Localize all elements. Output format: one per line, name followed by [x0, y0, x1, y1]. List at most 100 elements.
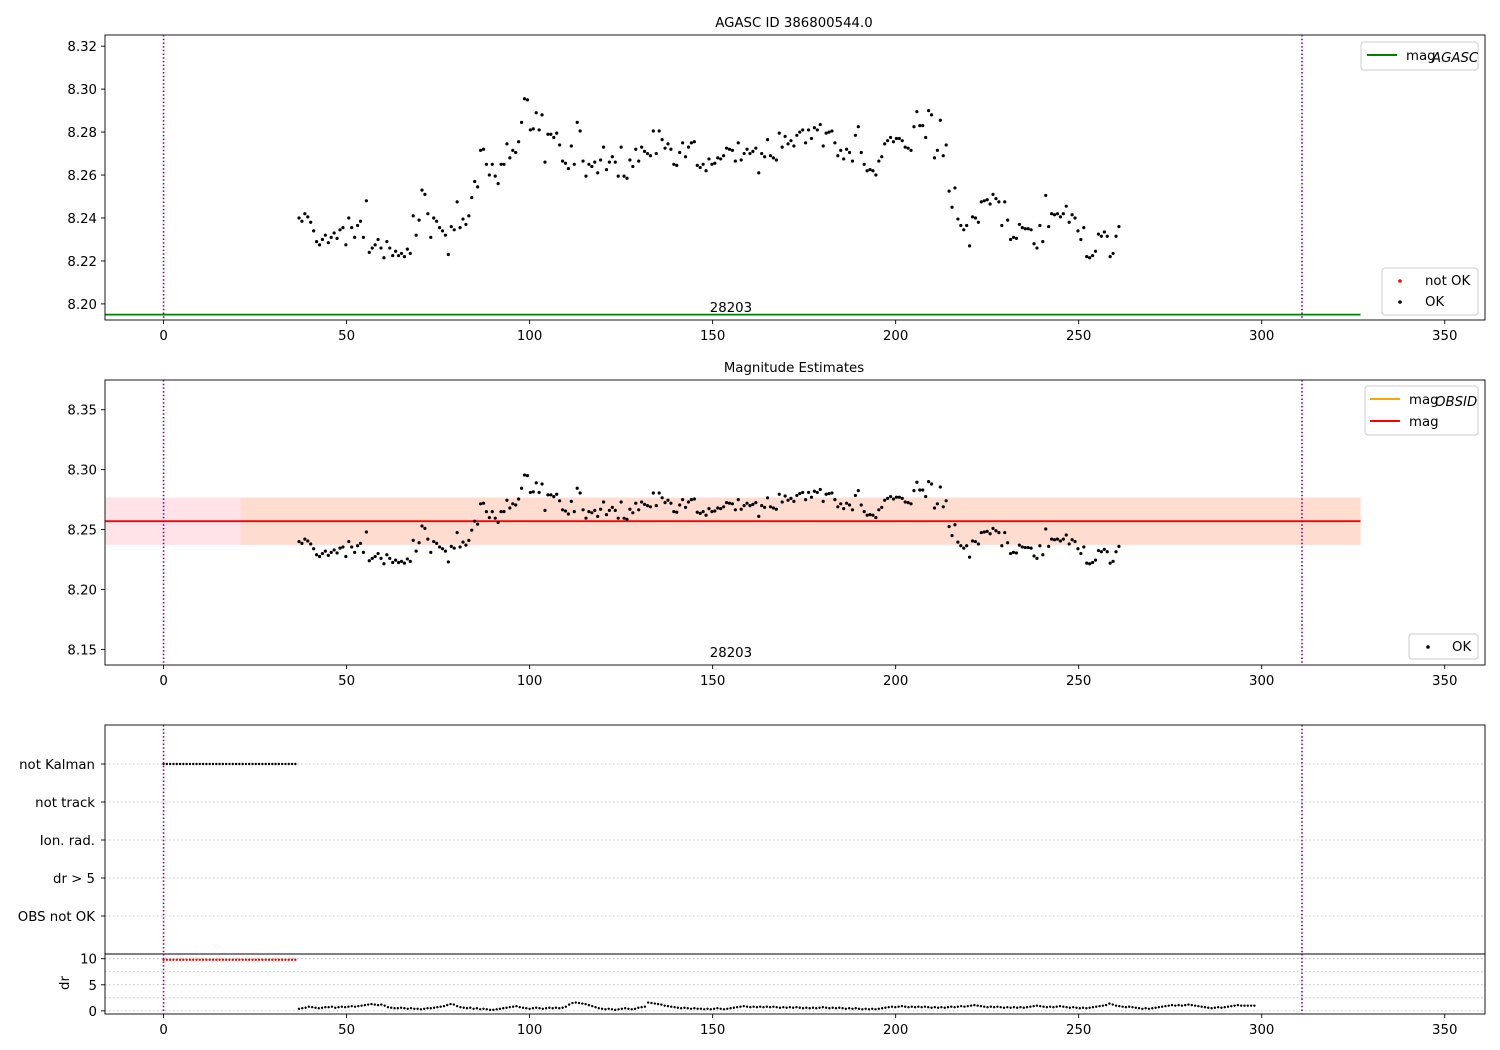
mag-data-point: [675, 510, 679, 514]
dr-data-point: [992, 1006, 996, 1009]
mag-data-point: [326, 553, 330, 557]
y-tick-label: 8.28: [67, 126, 97, 141]
dr-data-point: [436, 1006, 439, 1009]
mag-data-point: [827, 130, 831, 134]
dr-data-point: [320, 1006, 324, 1009]
mag-data-point: [642, 149, 647, 154]
mag-data-point: [332, 548, 336, 552]
not-kalman-flag-point: [257, 762, 261, 766]
mag-data-point: [900, 139, 904, 143]
dr-not-ok-point: [185, 958, 188, 961]
mag-data-point: [1049, 212, 1054, 216]
mag-data-point: [619, 500, 623, 504]
mag-data-point: [719, 157, 723, 161]
mag-data-point: [859, 150, 863, 155]
dr-data-point: [791, 1006, 795, 1009]
mag-data-point: [496, 520, 500, 524]
dr-data-point: [1167, 1004, 1170, 1007]
mag-data-point: [487, 173, 491, 177]
mag-data-point: [1023, 227, 1027, 231]
mag-data-point: [713, 161, 717, 165]
mag-data-point: [569, 499, 573, 504]
mag-data-point: [918, 124, 922, 128]
dr-not-ok-point: [290, 958, 294, 961]
dr-data-point: [1055, 1005, 1058, 1008]
mag-data-point: [988, 202, 992, 206]
mag-data-point: [1108, 255, 1112, 259]
mag-data-point: [449, 544, 453, 548]
x-tick-label: 50: [338, 329, 355, 344]
mag-data-point: [411, 538, 415, 542]
mag-data-point: [631, 164, 635, 169]
mag-data-point: [847, 150, 852, 155]
dr-data-point: [317, 1007, 320, 1010]
mag-data-point: [809, 495, 814, 499]
mag-data-point: [440, 229, 445, 233]
dr-data-point: [1223, 1006, 1226, 1009]
mag-data-point: [312, 229, 316, 233]
mag-data-point: [543, 160, 547, 164]
dr-data-point: [940, 1006, 943, 1009]
dr-not-ok-point: [234, 958, 238, 961]
mag-data-point: [1093, 249, 1098, 253]
mag-data-point: [449, 224, 453, 229]
mag-data-point: [341, 226, 345, 230]
legend-ok-label-panel2: OK: [1452, 640, 1471, 655]
dr-data-point: [1085, 1007, 1088, 1010]
mag-data-point: [695, 510, 699, 514]
mag-data-point: [505, 142, 509, 146]
mag-data-point: [880, 155, 884, 159]
dr-data-point: [877, 1007, 881, 1010]
dr-data-point: [834, 1007, 838, 1010]
mag-data-point: [774, 158, 778, 162]
dr-data-point: [1006, 1006, 1009, 1009]
mag-data-point: [546, 132, 550, 136]
mag-data-point: [1000, 544, 1004, 548]
mag-data-point: [640, 145, 644, 149]
dr-data-point: [383, 1004, 386, 1007]
dr-data-point: [1111, 1003, 1114, 1006]
dr-data-point: [594, 1006, 597, 1009]
dr-not-ok-point: [172, 958, 175, 961]
dr-data-point: [742, 1004, 745, 1008]
dr-data-point: [633, 1007, 637, 1010]
dr-data-point: [650, 1001, 653, 1005]
mag-data-point: [959, 223, 963, 228]
mag-data-point: [1014, 551, 1019, 555]
mag-data-point: [950, 533, 954, 538]
mag-data-point: [850, 508, 855, 512]
mag-data-point: [461, 540, 465, 544]
dr-data-point: [347, 1005, 350, 1008]
dr-not-ok-point: [221, 958, 225, 961]
dr-data-point: [986, 1006, 989, 1009]
dr-data-point: [703, 1008, 706, 1011]
mag-data-point: [877, 159, 881, 163]
mag-data-point: [985, 198, 989, 202]
mag-data-point: [836, 505, 840, 509]
dr-data-point: [465, 1007, 469, 1010]
mag-data-point: [1017, 543, 1021, 547]
dr-data-point: [1058, 1004, 1062, 1008]
dr-data-point: [406, 1007, 409, 1010]
dr-data-point: [409, 1007, 413, 1010]
mag-data-point: [900, 496, 904, 501]
mag-data-point: [604, 512, 609, 517]
not-kalman-flag-point: [231, 762, 234, 766]
not-kalman-flag-point: [175, 762, 178, 766]
mag-data-point: [1085, 255, 1089, 259]
mag-data-point: [812, 489, 817, 493]
not-kalman-flag-point: [224, 762, 228, 766]
mag-data-point: [347, 539, 351, 544]
mag-data-point: [552, 495, 556, 499]
mag-data-point: [921, 124, 925, 128]
mag-data-point: [982, 530, 986, 534]
mag-data-point: [645, 504, 650, 508]
mag-data-point: [622, 174, 626, 178]
mag-data-point: [924, 495, 928, 499]
mag-data-point: [672, 509, 676, 514]
mag-data-point: [487, 515, 491, 520]
mag-data-point: [692, 497, 696, 501]
not-kalman-flag-point: [287, 762, 290, 766]
x-tick-label: 250: [1066, 674, 1091, 689]
